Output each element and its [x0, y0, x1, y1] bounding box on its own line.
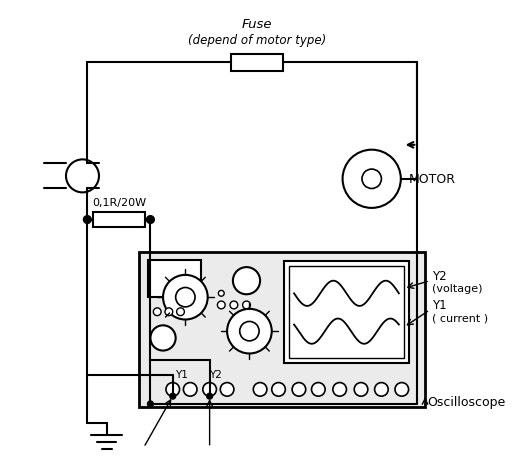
Circle shape [176, 288, 195, 307]
Bar [148, 261, 201, 298]
Bar [284, 262, 409, 363]
Text: ( current ): ( current ) [432, 313, 488, 323]
Circle shape [230, 301, 238, 309]
Circle shape [170, 394, 176, 399]
Circle shape [165, 308, 173, 316]
Circle shape [311, 383, 325, 397]
Circle shape [243, 301, 251, 309]
Circle shape [354, 383, 368, 397]
Circle shape [147, 216, 154, 224]
Circle shape [220, 383, 234, 397]
Text: Y1: Y1 [432, 299, 447, 312]
Text: Y2: Y2 [209, 369, 222, 379]
Circle shape [177, 308, 185, 316]
Circle shape [163, 275, 207, 320]
Circle shape [292, 383, 306, 397]
Circle shape [166, 383, 179, 397]
Circle shape [333, 383, 346, 397]
Circle shape [362, 170, 381, 189]
Text: Oscilloscope: Oscilloscope [427, 396, 505, 408]
Circle shape [227, 309, 272, 354]
Circle shape [218, 291, 224, 297]
Circle shape [343, 150, 401, 208]
Circle shape [272, 383, 285, 397]
Circle shape [207, 394, 213, 399]
Text: Y2: Y2 [432, 270, 447, 283]
Text: (voltage): (voltage) [432, 284, 483, 294]
Bar [93, 212, 145, 228]
Circle shape [240, 322, 259, 341]
Circle shape [374, 383, 388, 397]
Circle shape [184, 383, 197, 397]
Text: (depend of motor type): (depend of motor type) [188, 33, 327, 47]
Circle shape [395, 383, 409, 397]
Bar [139, 252, 425, 407]
Circle shape [253, 383, 267, 397]
Bar [289, 267, 404, 358]
Circle shape [217, 301, 225, 309]
Text: Fuse: Fuse [242, 18, 272, 31]
Circle shape [150, 326, 176, 351]
Circle shape [233, 268, 260, 295]
Circle shape [84, 216, 91, 224]
Circle shape [153, 308, 161, 316]
Circle shape [66, 160, 99, 193]
Circle shape [203, 383, 216, 397]
Text: 0,1R/20W: 0,1R/20W [92, 198, 146, 208]
Circle shape [148, 401, 153, 407]
Text: Y1: Y1 [175, 369, 188, 379]
Bar [231, 54, 283, 72]
Text: MOTOR: MOTOR [409, 173, 456, 186]
